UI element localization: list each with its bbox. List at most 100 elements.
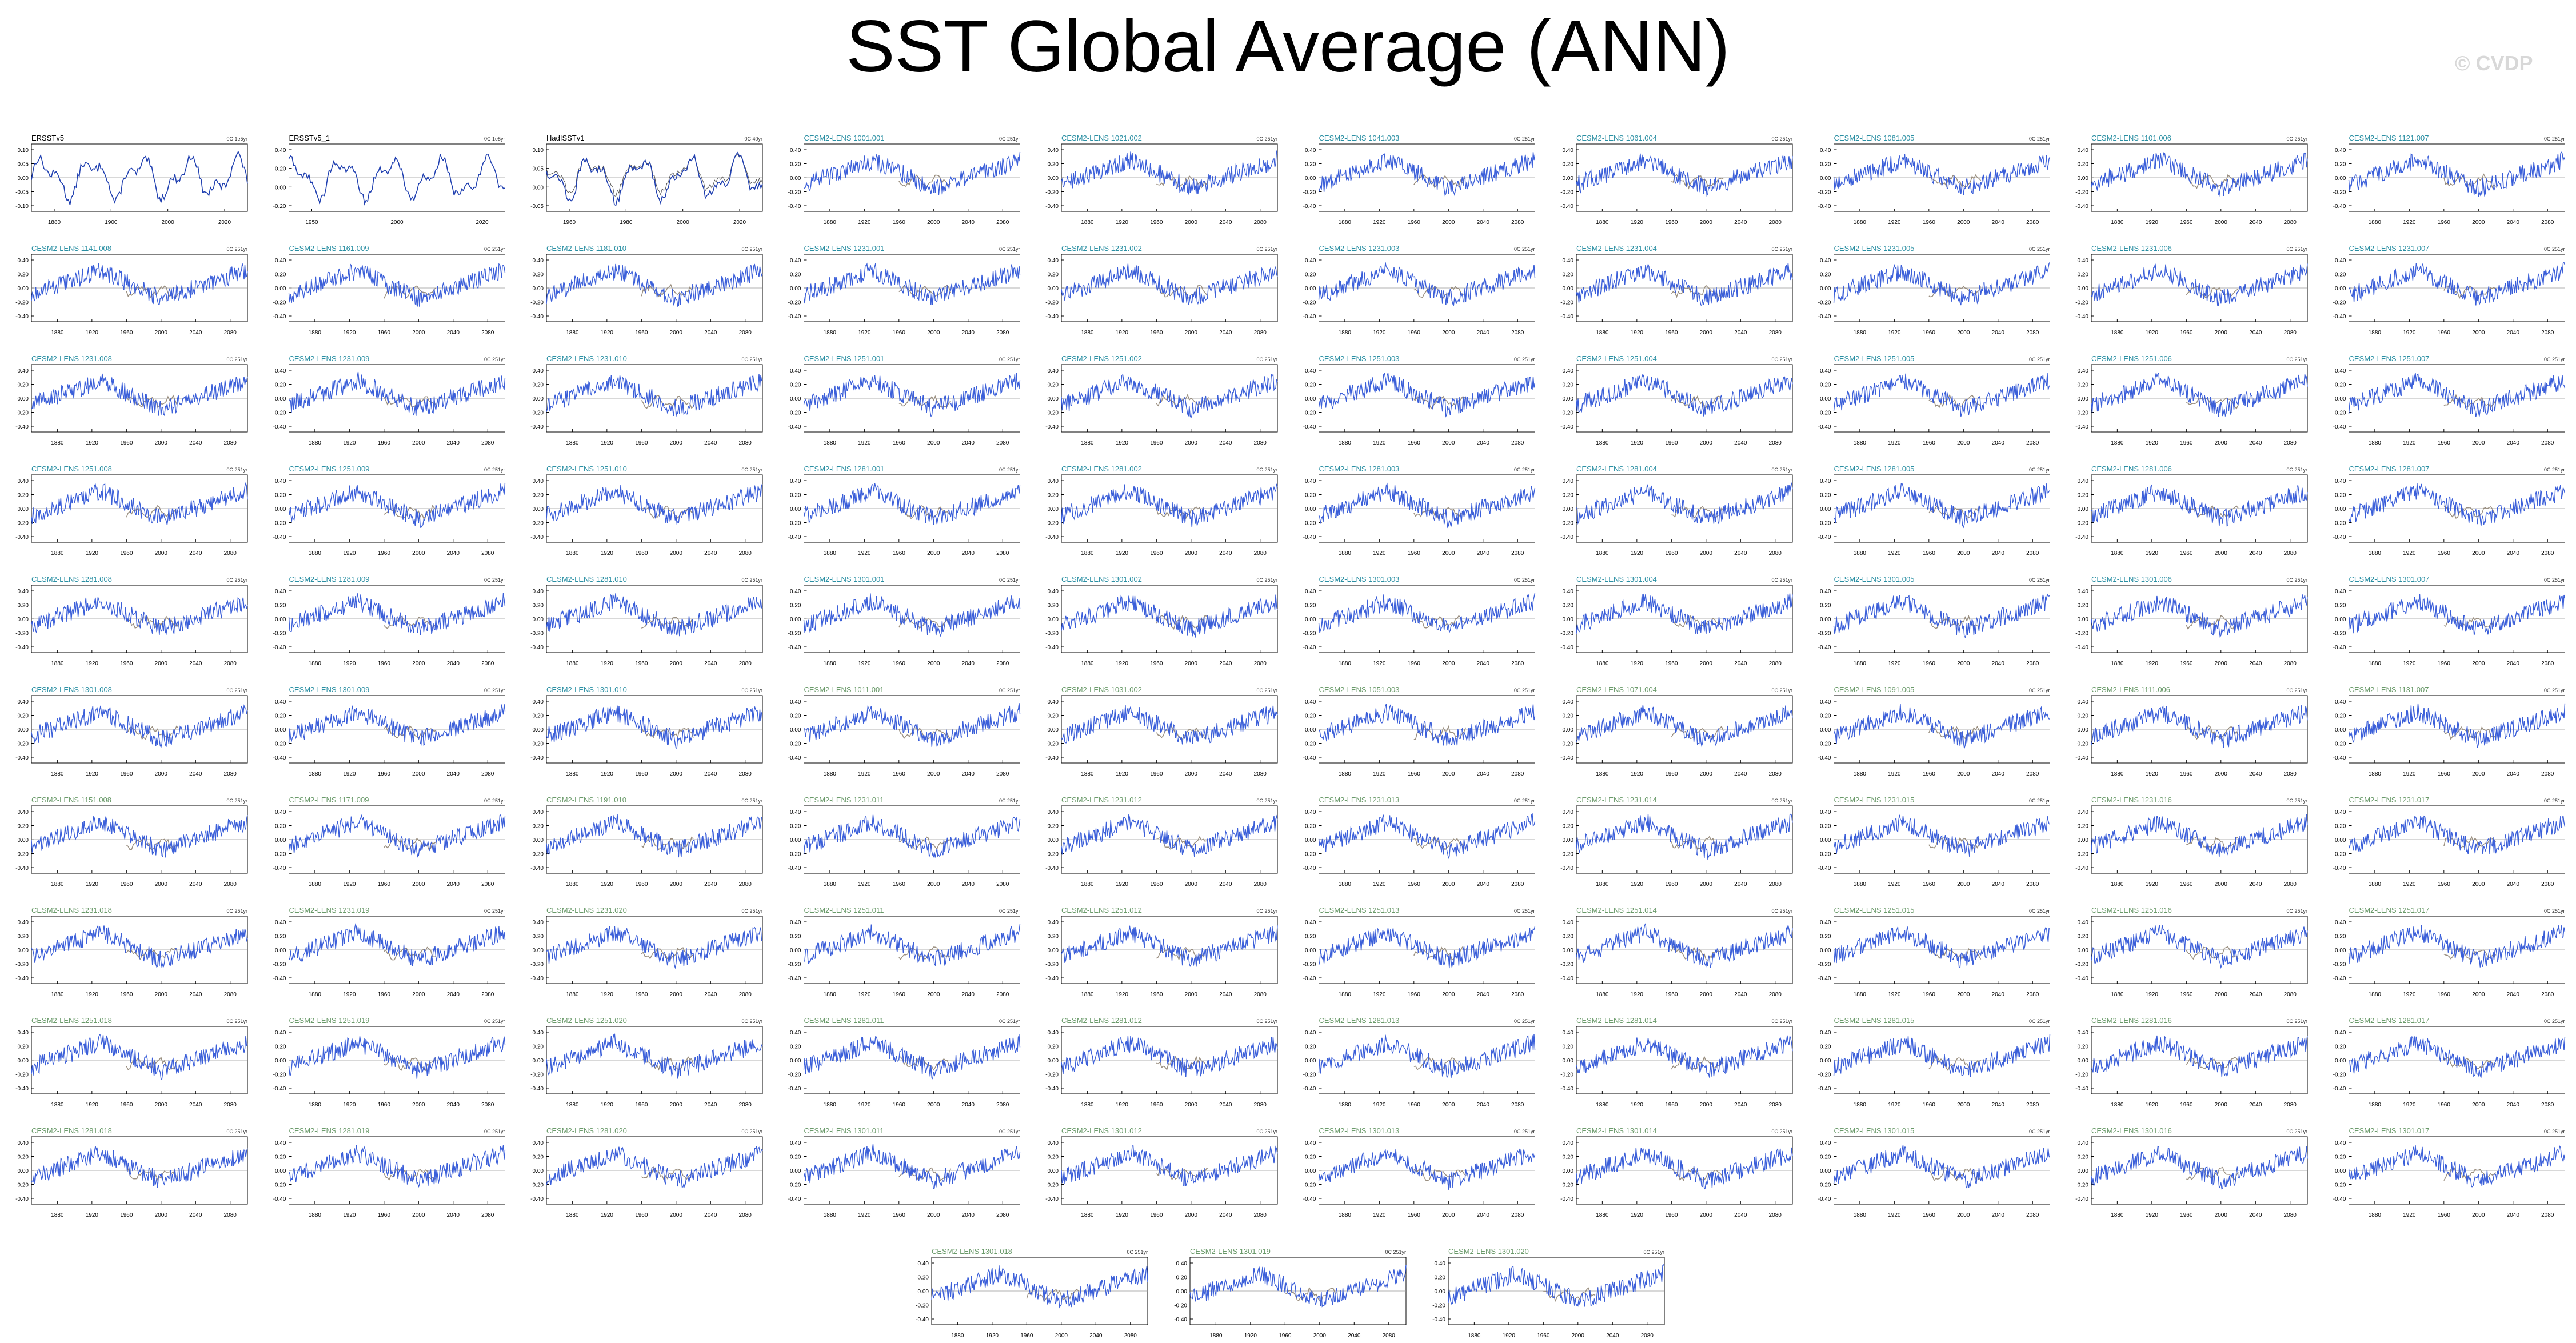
x-tick-label: 2000 xyxy=(155,330,168,336)
y-tick-label: -0.40 xyxy=(788,534,801,541)
x-tick-label: 2000 xyxy=(1442,771,1455,777)
x-tick-label: 1880 xyxy=(824,992,837,998)
x-tick-label: 2040 xyxy=(1606,1333,1619,1339)
model-series-line xyxy=(803,373,1021,417)
y-tick-label: 0.00 xyxy=(1305,617,1316,623)
y-tick-label: -0.20 xyxy=(1303,300,1316,306)
y-tick-label: -0.20 xyxy=(788,852,801,858)
ensemble-mean-line xyxy=(1156,285,1209,299)
x-tick-label: 1960 xyxy=(1150,330,1163,336)
x-tick-label: 1960 xyxy=(1408,550,1421,557)
x-tick-label: 2000 xyxy=(1700,330,1713,336)
x-tick-label: 1920 xyxy=(1631,440,1644,446)
x-tick-label: 1960 xyxy=(1150,1212,1163,1218)
x-tick-label: 1920 xyxy=(1116,992,1129,998)
panel-units: 0C 251yr xyxy=(741,908,762,914)
y-tick-label: 0.00 xyxy=(533,506,544,513)
x-tick-label: 2000 xyxy=(155,771,168,777)
y-tick-label: -0.40 xyxy=(1560,865,1573,872)
panel-title: CESM2-LENS 1251.020 xyxy=(546,1016,627,1025)
ensemble-mean-line xyxy=(641,947,694,960)
x-tick-label: 1960 xyxy=(2438,771,2451,777)
model-series-line xyxy=(546,814,763,858)
y-tick-label: -0.40 xyxy=(2333,534,2346,541)
x-tick-label: 2040 xyxy=(1992,771,2005,777)
y-tick-label: 0.20 xyxy=(1176,1275,1188,1281)
panel: CESM2-LENS 1231.011 0C 251yr0.400.200.00-… xyxy=(788,796,1021,888)
y-tick-label: 0.00 xyxy=(18,948,29,954)
x-tick-label: 1920 xyxy=(1116,661,1129,667)
panel: CESM2-LENS 1161.009 0C 251yr0.400.200.00-… xyxy=(273,244,506,336)
x-tick-label: 2080 xyxy=(1254,440,1267,446)
x-tick-label: 2040 xyxy=(962,992,975,998)
x-tick-label: 2040 xyxy=(2249,1102,2262,1108)
x-tick-label: 1920 xyxy=(1631,330,1644,336)
model-series-line xyxy=(31,1034,248,1080)
y-tick-label: 0.40 xyxy=(275,147,286,154)
x-tick-label: 2000 xyxy=(1957,771,1970,777)
x-tick-label: 2000 xyxy=(1442,992,1455,998)
x-tick-label: 1920 xyxy=(343,1212,356,1218)
panel-units: 0C 251yr xyxy=(2286,136,2307,142)
y-tick-label: 0.40 xyxy=(2335,147,2346,154)
panel-units: 0C 251yr xyxy=(999,577,1020,583)
x-tick-label: 1880 xyxy=(2111,661,2124,667)
panel-title: CESM2-LENS 1021.002 xyxy=(1061,134,1142,142)
x-tick-label: 2080 xyxy=(1124,1333,1137,1339)
y-tick-label: 0.20 xyxy=(18,603,29,609)
y-tick-label: 0.40 xyxy=(1563,1030,1574,1036)
x-tick-label: 2040 xyxy=(447,1102,460,1108)
y-tick-label: 0.20 xyxy=(1820,603,1831,609)
y-tick-label: 0.40 xyxy=(1305,699,1316,705)
x-tick-label: 2080 xyxy=(1511,550,1524,557)
y-tick-label: 0.40 xyxy=(1563,699,1574,705)
x-tick-label: 2080 xyxy=(1511,661,1524,667)
y-tick-label: 0.20 xyxy=(1305,603,1316,609)
x-tick-label: 1960 xyxy=(893,661,906,667)
x-tick-label: 1880 xyxy=(1081,881,1094,888)
x-tick-label: 2040 xyxy=(189,881,202,888)
y-tick-label: 0.40 xyxy=(2078,809,2089,816)
y-tick-label: 0.00 xyxy=(1820,1058,1831,1064)
y-tick-label: 0.20 xyxy=(1820,934,1831,940)
x-tick-label: 1960 xyxy=(1150,661,1163,667)
y-tick-label: 0.20 xyxy=(790,382,801,389)
x-tick-label: 2080 xyxy=(1254,550,1267,557)
x-tick-label: 1880 xyxy=(2369,881,2382,888)
ensemble-mean-line xyxy=(641,836,694,850)
x-tick-label: 1920 xyxy=(858,550,871,557)
y-tick-label: 0.00 xyxy=(790,396,801,402)
panel-units: 0C 251yr xyxy=(226,688,247,693)
x-tick-label: 2040 xyxy=(1734,771,1747,777)
x-tick-label: 2000 xyxy=(1185,219,1198,226)
panel-units: 0C 251yr xyxy=(1256,908,1277,914)
x-tick-label: 1880 xyxy=(1081,440,1094,446)
panel-title: CESM2-LENS 1231.017 xyxy=(2349,796,2430,804)
y-tick-label: 0.40 xyxy=(1820,809,1831,816)
x-tick-label: 2040 xyxy=(1734,330,1747,336)
x-tick-label: 1880 xyxy=(1081,550,1094,557)
x-tick-label: 1920 xyxy=(2146,219,2159,226)
y-tick-label: -0.40 xyxy=(15,865,29,872)
x-tick-label: 1920 xyxy=(601,992,614,998)
y-tick-label: -0.40 xyxy=(1818,755,1831,761)
x-tick-label: 1960 xyxy=(2438,219,2451,226)
x-tick-label: 1960 xyxy=(2438,881,2451,888)
x-tick-label: 1960 xyxy=(893,440,906,446)
x-tick-label: 1960 xyxy=(120,1212,133,1218)
x-tick-label: 2080 xyxy=(2284,330,2297,336)
x-tick-label: 2000 xyxy=(1442,661,1455,667)
panel: CESM2-LENS 1181.010 0C 251yr0.400.200.00-… xyxy=(530,244,763,336)
y-tick-label: 0.00 xyxy=(1048,396,1059,402)
model-series-line xyxy=(31,704,248,749)
panel: CESM2-LENS 1281.018 0C 251yr0.400.200.00-… xyxy=(15,1126,248,1218)
model-series-line xyxy=(1318,813,1536,860)
y-tick-label: -0.20 xyxy=(1303,190,1316,196)
panel: CESM2-LENS 1281.006 0C 251yr0.400.200.00-… xyxy=(2075,465,2308,557)
y-tick-label: -0.20 xyxy=(788,190,801,196)
x-tick-label: 1960 xyxy=(2180,1212,2193,1218)
y-tick-label: 0.40 xyxy=(2335,1030,2346,1036)
x-tick-label: 2000 xyxy=(670,1212,683,1218)
x-tick-label: 1960 xyxy=(1923,219,1936,226)
y-tick-label: 0.40 xyxy=(2335,258,2346,264)
